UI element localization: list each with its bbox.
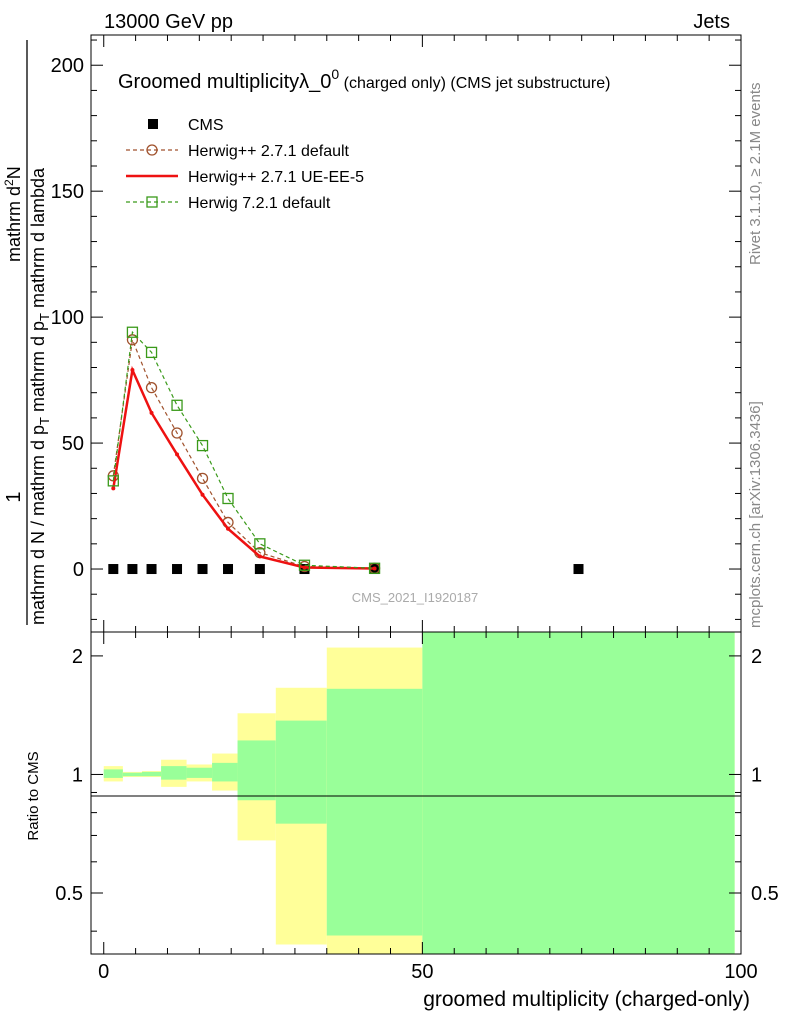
ylabel-top-sup: 2 bbox=[2, 179, 16, 186]
ratio-band-stat bbox=[275, 720, 327, 824]
ratio-band-stat bbox=[103, 769, 123, 778]
y-tick-label: 150 bbox=[51, 181, 84, 203]
data-point-cms bbox=[254, 564, 265, 575]
data-point-cms bbox=[223, 564, 234, 575]
ylabel-den-part1: mathrm d N / mathrm d p bbox=[28, 425, 48, 625]
ratio-band-stat bbox=[326, 688, 423, 936]
data-point-herwig-2-7-1-ue-ee-5 bbox=[111, 486, 116, 491]
data-point-herwig-7-2-1-default bbox=[196, 439, 209, 452]
ratio-y-tick-label: 2 bbox=[72, 646, 83, 668]
legend-marker-herwig-default bbox=[146, 144, 158, 156]
ratio-y-axis-label: Ratio to CMS bbox=[25, 751, 42, 840]
rivet-version-label: Rivet 3.1.10, ≥ 2.1M events bbox=[747, 83, 764, 266]
data-point-herwig-2-7-1-default bbox=[145, 382, 158, 394]
ylabel-den-part3: mathrm d lambda bbox=[28, 167, 48, 313]
data-point-herwig-2-7-1-ue-ee-5 bbox=[372, 566, 377, 571]
ratio-band-stat bbox=[237, 740, 276, 801]
ratio-band-stat bbox=[212, 762, 238, 782]
main-series-layer bbox=[107, 326, 584, 575]
main-plot-panel: 0 50 100 150 200 CMS_2021_I1920187 Groomed m… bbox=[2, 34, 742, 633]
legend-marker-cms bbox=[148, 119, 158, 129]
data-point-herwig-7-2-1-default bbox=[222, 492, 234, 505]
x-tick-label: 100 bbox=[724, 961, 757, 983]
ratio-band-stat bbox=[422, 632, 735, 954]
y-tick-label: 200 bbox=[51, 55, 84, 77]
data-point-herwig-2-7-1-ue-ee-5 bbox=[130, 368, 135, 373]
series-line-herwig-7-2-1-default bbox=[112, 330, 375, 569]
data-point-herwig-2-7-1-ue-ee-5 bbox=[149, 410, 154, 415]
data-point-cms bbox=[573, 564, 584, 575]
x-axis-label: groomed multiplicity (charged-only) bbox=[423, 988, 750, 1011]
legend-label-herwig-ue: Herwig++ 2.7.1 UE-EE-5 bbox=[188, 169, 364, 186]
ratio-band-stat bbox=[186, 767, 213, 778]
ylabel-denominator: mathrm d N / mathrm d pT mathrm d pT mat… bbox=[28, 167, 52, 625]
ratio-y-tick-label: 1 bbox=[72, 764, 83, 786]
data-point-herwig-7-2-1-default bbox=[145, 346, 158, 359]
legend-label-herwig7: Herwig 7.2.1 default bbox=[188, 195, 331, 212]
legend-label-cms: CMS bbox=[188, 117, 224, 134]
series-line-herwig-2-7-1-ue-ee-5 bbox=[112, 365, 375, 570]
ratio-band-stat bbox=[161, 766, 187, 780]
data-point-herwig-7-2-1-default bbox=[254, 538, 266, 550]
main-y-axis: 0 50 100 150 200 bbox=[51, 35, 742, 632]
x-tick-label: 50 bbox=[411, 961, 433, 983]
plot-title: Groomed multiplicityλ_00 (charged only) … bbox=[118, 66, 610, 93]
ratio-y-tick-label-right: 2 bbox=[751, 646, 762, 668]
ratio-y-tick-label-right: 1 bbox=[751, 764, 762, 786]
data-point-cms bbox=[172, 564, 183, 575]
ratio-plot-frame bbox=[90, 631, 742, 955]
ylabel-numerator: 1 bbox=[3, 491, 25, 502]
ylabel-den-sub2: T bbox=[37, 313, 52, 321]
series-line-herwig-2-7-1-default bbox=[112, 337, 375, 569]
ratio-band-stat bbox=[122, 772, 142, 777]
x-tick-label: 0 bbox=[98, 961, 109, 983]
data-point-herwig-2-7-1-ue-ee-5 bbox=[257, 554, 262, 559]
data-point-herwig-7-2-1-default bbox=[171, 399, 183, 411]
ylabel-top-part2: N bbox=[4, 166, 24, 179]
mcplots-label: mcplots.cern.ch [arXiv:1306.3436] bbox=[747, 401, 764, 628]
ratio-band-stat bbox=[141, 771, 162, 777]
data-point-herwig-7-2-1-default bbox=[126, 326, 139, 338]
data-point-herwig-7-2-1-default bbox=[368, 562, 381, 574]
plot-title-tail: (charged only) (CMS jet substructure) bbox=[339, 75, 610, 92]
ratio-plot-panel: 0.5 0.5 1 1 2 2 0 50 100 Ratio to CMS groomed mu… bbox=[25, 631, 779, 1011]
data-point-herwig-2-7-1-default bbox=[196, 472, 209, 484]
y-tick-label: 50 bbox=[62, 433, 84, 455]
y-tick-label: 100 bbox=[51, 307, 84, 329]
ylabel-den-sub1: T bbox=[37, 417, 52, 425]
ratio-y-tick-label: 0.5 bbox=[55, 883, 83, 905]
data-point-herwig-2-7-1-default bbox=[171, 427, 183, 439]
legend-marker-herwig7 bbox=[146, 196, 158, 208]
ylabel-top-part1: mathrm d bbox=[4, 186, 24, 262]
ylabel-den-part2: mathrm d p bbox=[28, 321, 48, 417]
data-point-herwig-2-7-1-ue-ee-5 bbox=[226, 526, 231, 531]
ratio-bands-layer bbox=[103, 632, 735, 954]
header-energy-label: 13000 GeV pp bbox=[104, 11, 233, 33]
header-process-label: Jets bbox=[693, 11, 730, 33]
y-tick-label: 0 bbox=[73, 559, 84, 581]
data-point-cms bbox=[127, 564, 138, 575]
plot-title-main: Groomed multiplicityλ_0 bbox=[118, 71, 331, 93]
data-point-herwig-2-7-1-ue-ee-5 bbox=[175, 452, 180, 457]
data-point-cms bbox=[197, 564, 208, 575]
watermark: CMS_2021_I1920187 bbox=[352, 590, 479, 605]
ratio-axes: 0.5 0.5 1 1 2 2 0 50 100 bbox=[55, 632, 779, 983]
data-point-cms bbox=[146, 564, 157, 575]
ylabel-top: mathrm d2N bbox=[2, 166, 24, 262]
data-point-herwig-2-7-1-ue-ee-5 bbox=[302, 565, 307, 570]
data-point-herwig-2-7-1-ue-ee-5 bbox=[200, 492, 205, 497]
legend-label-herwig-default: Herwig++ 2.7.1 default bbox=[188, 143, 350, 160]
data-point-cms bbox=[108, 564, 119, 575]
legend: CMS Herwig++ 2.7.1 default Herwig++ 2.7.… bbox=[126, 117, 364, 212]
plot-title-sup: 0 bbox=[331, 66, 339, 82]
data-point-herwig-7-2-1-default bbox=[298, 559, 311, 571]
main-y-axis-label: 1 mathrm d N / mathrm d pT mathrm d pT m… bbox=[2, 40, 52, 625]
data-point-herwig-7-2-1-default bbox=[107, 475, 119, 487]
ratio-y-tick-label-right: 0.5 bbox=[751, 883, 779, 905]
